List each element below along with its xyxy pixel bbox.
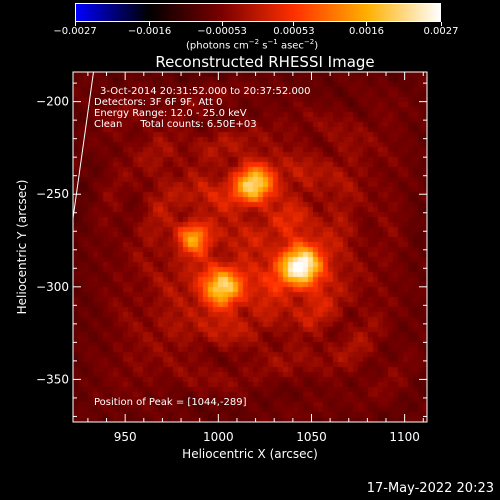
colorbar-tick-label: 0.0027 (423, 26, 459, 37)
colorbar-tick-mark (293, 22, 295, 26)
y-tick-label: −350 (36, 372, 69, 386)
x-tick-label: 950 (114, 430, 137, 444)
colorbar-tick-label: −0.0016 (127, 26, 172, 37)
annotation-block: 3-Oct-2014 20:31:52.000 to 20:37:52.000 … (94, 86, 311, 130)
units-base: (photons cm (186, 40, 249, 52)
plot-frame (72, 71, 428, 423)
colorbar-tick-mark (365, 22, 367, 26)
units-exp1: −2 (248, 38, 260, 46)
x-tick-label: 1000 (203, 430, 234, 444)
x-ticks: 950 1000 1050 1100 (87, 72, 424, 444)
colorbar-tick-label: −0.0027 (53, 26, 97, 37)
colorbar-tick-mark (440, 22, 442, 26)
limb-curve (72, 71, 94, 219)
footer-date: 17-May-2022 20:23 (366, 481, 494, 496)
clean-label: Clean (94, 119, 123, 130)
detectors: Detectors: 3F 6F 9F, Att 0 (94, 97, 223, 108)
total-counts: Total counts: 6.50E+03 (140, 119, 257, 130)
x-tick-label: 1100 (389, 430, 420, 444)
energy-range: Energy Range: 12.0 - 25.0 keV (94, 108, 247, 119)
colorbar-gradient (76, 4, 440, 21)
colorbar-tick-label: 0.0016 (348, 26, 384, 37)
units-close: ) (314, 40, 319, 52)
colorbar-tick-label: 0.00053 (273, 26, 315, 37)
units-exp2: −1 (267, 38, 278, 46)
y-tick-label: −200 (36, 95, 69, 109)
y-axis-label: Heliocentric Y (arcsec) (15, 179, 29, 315)
colorbar-tick-mark (149, 22, 151, 26)
x-tick-label: 1050 (296, 430, 327, 444)
colorbar-tick-mark (221, 22, 223, 26)
y-ticks: −200 −250 −300 −350 (36, 82, 427, 417)
units-s: s (259, 40, 268, 52)
x-axis-label: Heliocentric X (arcsec) (182, 447, 318, 461)
units-asec: asec (277, 40, 304, 52)
chart-title: Reconstructed RHESSI Image (155, 53, 375, 71)
colorbar-tick-mark (74, 22, 76, 26)
colorbar-units: (photons cm−2 s−1 asec−2) (186, 38, 318, 51)
heatmap-image (73, 72, 427, 422)
colorbar-tick-label: −0.00053 (197, 26, 247, 37)
units-exp3: −2 (303, 38, 315, 46)
peak-position: Position of Peak = [1044,-289] (94, 397, 247, 408)
y-tick-label: −300 (36, 280, 69, 294)
colorbar (75, 3, 441, 22)
y-tick-label: −250 (36, 187, 69, 201)
time-range: 3-Oct-2014 20:31:52.000 to 20:37:52.000 (100, 86, 311, 97)
